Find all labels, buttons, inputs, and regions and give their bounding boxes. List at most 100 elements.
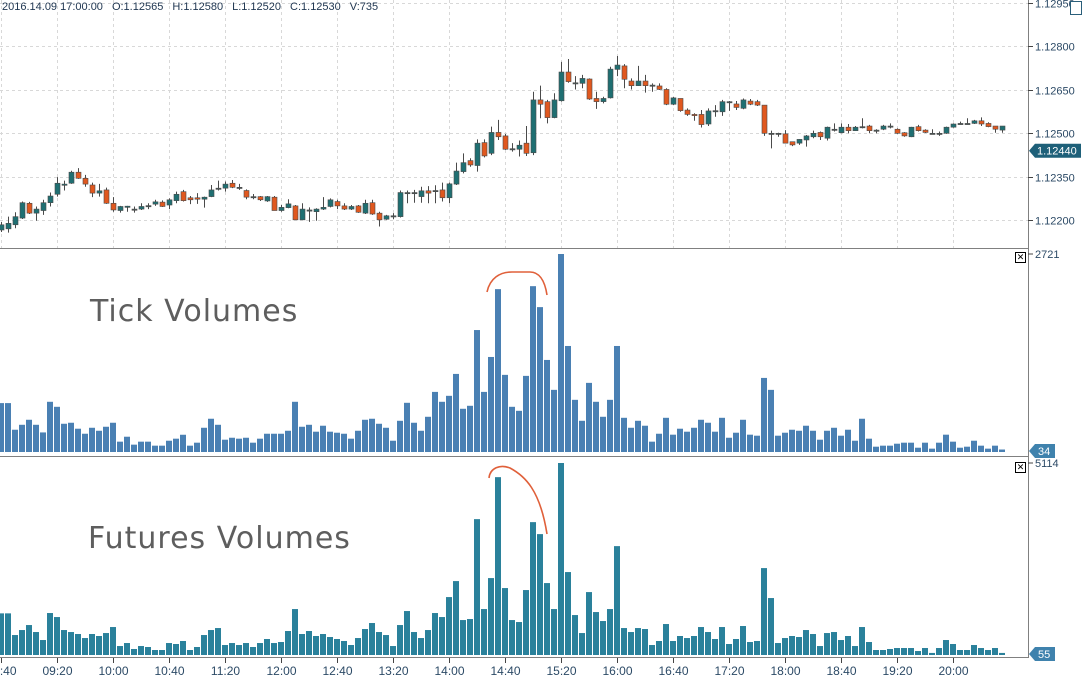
futures-volume-bar — [117, 646, 123, 655]
candle-body — [61, 183, 68, 186]
futures-volume-bar — [992, 648, 998, 655]
tick-volume-bar — [649, 441, 655, 452]
candle — [992, 125, 999, 133]
candle-body — [768, 132, 775, 135]
futures-volume-bar — [789, 636, 795, 655]
futures-volume-bar — [103, 633, 109, 655]
tick-volume-bar — [572, 399, 578, 452]
candle-body — [229, 182, 236, 188]
tick-volume-bar — [733, 432, 739, 452]
annotation-arc — [486, 271, 548, 296]
candle — [54, 177, 61, 197]
tick-volume-bar — [950, 441, 956, 452]
tick-volume-bar — [726, 437, 732, 452]
tick-volume-bar — [341, 433, 347, 452]
futures-volume-bar — [5, 613, 11, 655]
futures-volume-bar — [831, 632, 837, 655]
candle-body — [782, 133, 789, 144]
futures-volume-bar — [397, 625, 403, 655]
futures-volume-bar — [355, 638, 361, 655]
candle — [915, 124, 922, 132]
futures-volume-bar — [481, 609, 487, 655]
candle-body — [243, 190, 250, 198]
candle — [173, 191, 180, 204]
candle-body — [754, 101, 761, 106]
tick-volume-bar — [873, 446, 879, 452]
tick-volume-bar — [614, 345, 620, 452]
time-tick-label: 09:20 — [42, 664, 72, 678]
futures-volume-bar — [600, 621, 606, 655]
tick-volume-bar — [96, 430, 102, 452]
candle-body — [530, 99, 537, 154]
futures-volume-bar — [978, 648, 984, 655]
candle — [635, 65, 642, 86]
candle-body — [411, 192, 418, 195]
time-tick-label: 16:40 — [658, 664, 688, 678]
tick-volume-bar — [138, 441, 144, 452]
candle-body — [824, 126, 831, 139]
tick-volume-bar — [362, 419, 368, 452]
candle-body — [285, 203, 292, 208]
time-tick-label: 10:00 — [98, 664, 128, 678]
candle-body — [292, 205, 299, 221]
futures-volume-bar — [796, 637, 802, 655]
candle-body — [551, 99, 558, 118]
futures-volume-bar — [404, 611, 410, 655]
candle-body — [579, 78, 586, 84]
candle-body — [453, 170, 460, 185]
tick-volume-bar — [565, 345, 571, 452]
candle-body — [54, 182, 61, 195]
candle — [341, 203, 348, 210]
futures-volume-bar — [320, 634, 326, 655]
candle — [152, 199, 159, 206]
candle — [5, 216, 12, 233]
candle-body — [880, 125, 887, 130]
futures-volume-bar — [278, 642, 284, 655]
futures-volume-bar — [775, 643, 781, 655]
futures-volume-bar — [915, 651, 921, 655]
candle — [355, 205, 362, 213]
tick-volume-bar — [166, 440, 172, 452]
candle-body — [698, 114, 705, 125]
window-corner-icon[interactable] — [1070, 1, 1082, 15]
candle-body — [75, 171, 82, 179]
tick-volume-bar — [845, 429, 851, 452]
candle — [614, 56, 621, 77]
candle-body — [110, 202, 117, 211]
candle — [481, 139, 488, 158]
candle-body — [19, 202, 26, 219]
close-box-icon[interactable]: ✕ — [1015, 462, 1026, 473]
candle — [684, 108, 691, 116]
futures-volume-bar — [845, 636, 851, 655]
candle — [47, 192, 54, 207]
candle — [495, 119, 502, 140]
futures-volume-bar — [82, 638, 88, 655]
bar-low: L:1.12520 — [232, 1, 282, 13]
futures-volume-bar — [61, 630, 67, 655]
futures-volume-bar — [691, 636, 697, 655]
close-box-icon[interactable]: ✕ — [1015, 252, 1026, 263]
time-tick-label: 16:00 — [602, 664, 632, 678]
candle — [845, 124, 852, 134]
tick-volume-bar — [635, 420, 641, 452]
futures-volume-bar — [523, 590, 529, 655]
price-tick-label: 1.12800 — [1035, 42, 1075, 54]
futures-volume-bar — [866, 642, 872, 655]
futures-volume-bar — [180, 640, 186, 655]
candle-body — [607, 68, 614, 99]
candle-body — [628, 80, 635, 86]
tick-volume-bar — [488, 356, 494, 452]
candle-body — [943, 126, 950, 134]
candle-body — [33, 208, 40, 214]
futures-volume-bar — [957, 650, 963, 655]
tick-volume-bar — [33, 424, 39, 452]
tick-volume-bar — [474, 330, 480, 452]
tick-volume-bar — [12, 429, 18, 452]
futures-volume-bar — [894, 648, 900, 655]
tick-volume-bar — [383, 427, 389, 452]
candle — [208, 184, 215, 198]
futures-volume-bar — [495, 477, 501, 655]
candle-body — [278, 207, 285, 211]
futures-volume-bar — [411, 632, 417, 655]
